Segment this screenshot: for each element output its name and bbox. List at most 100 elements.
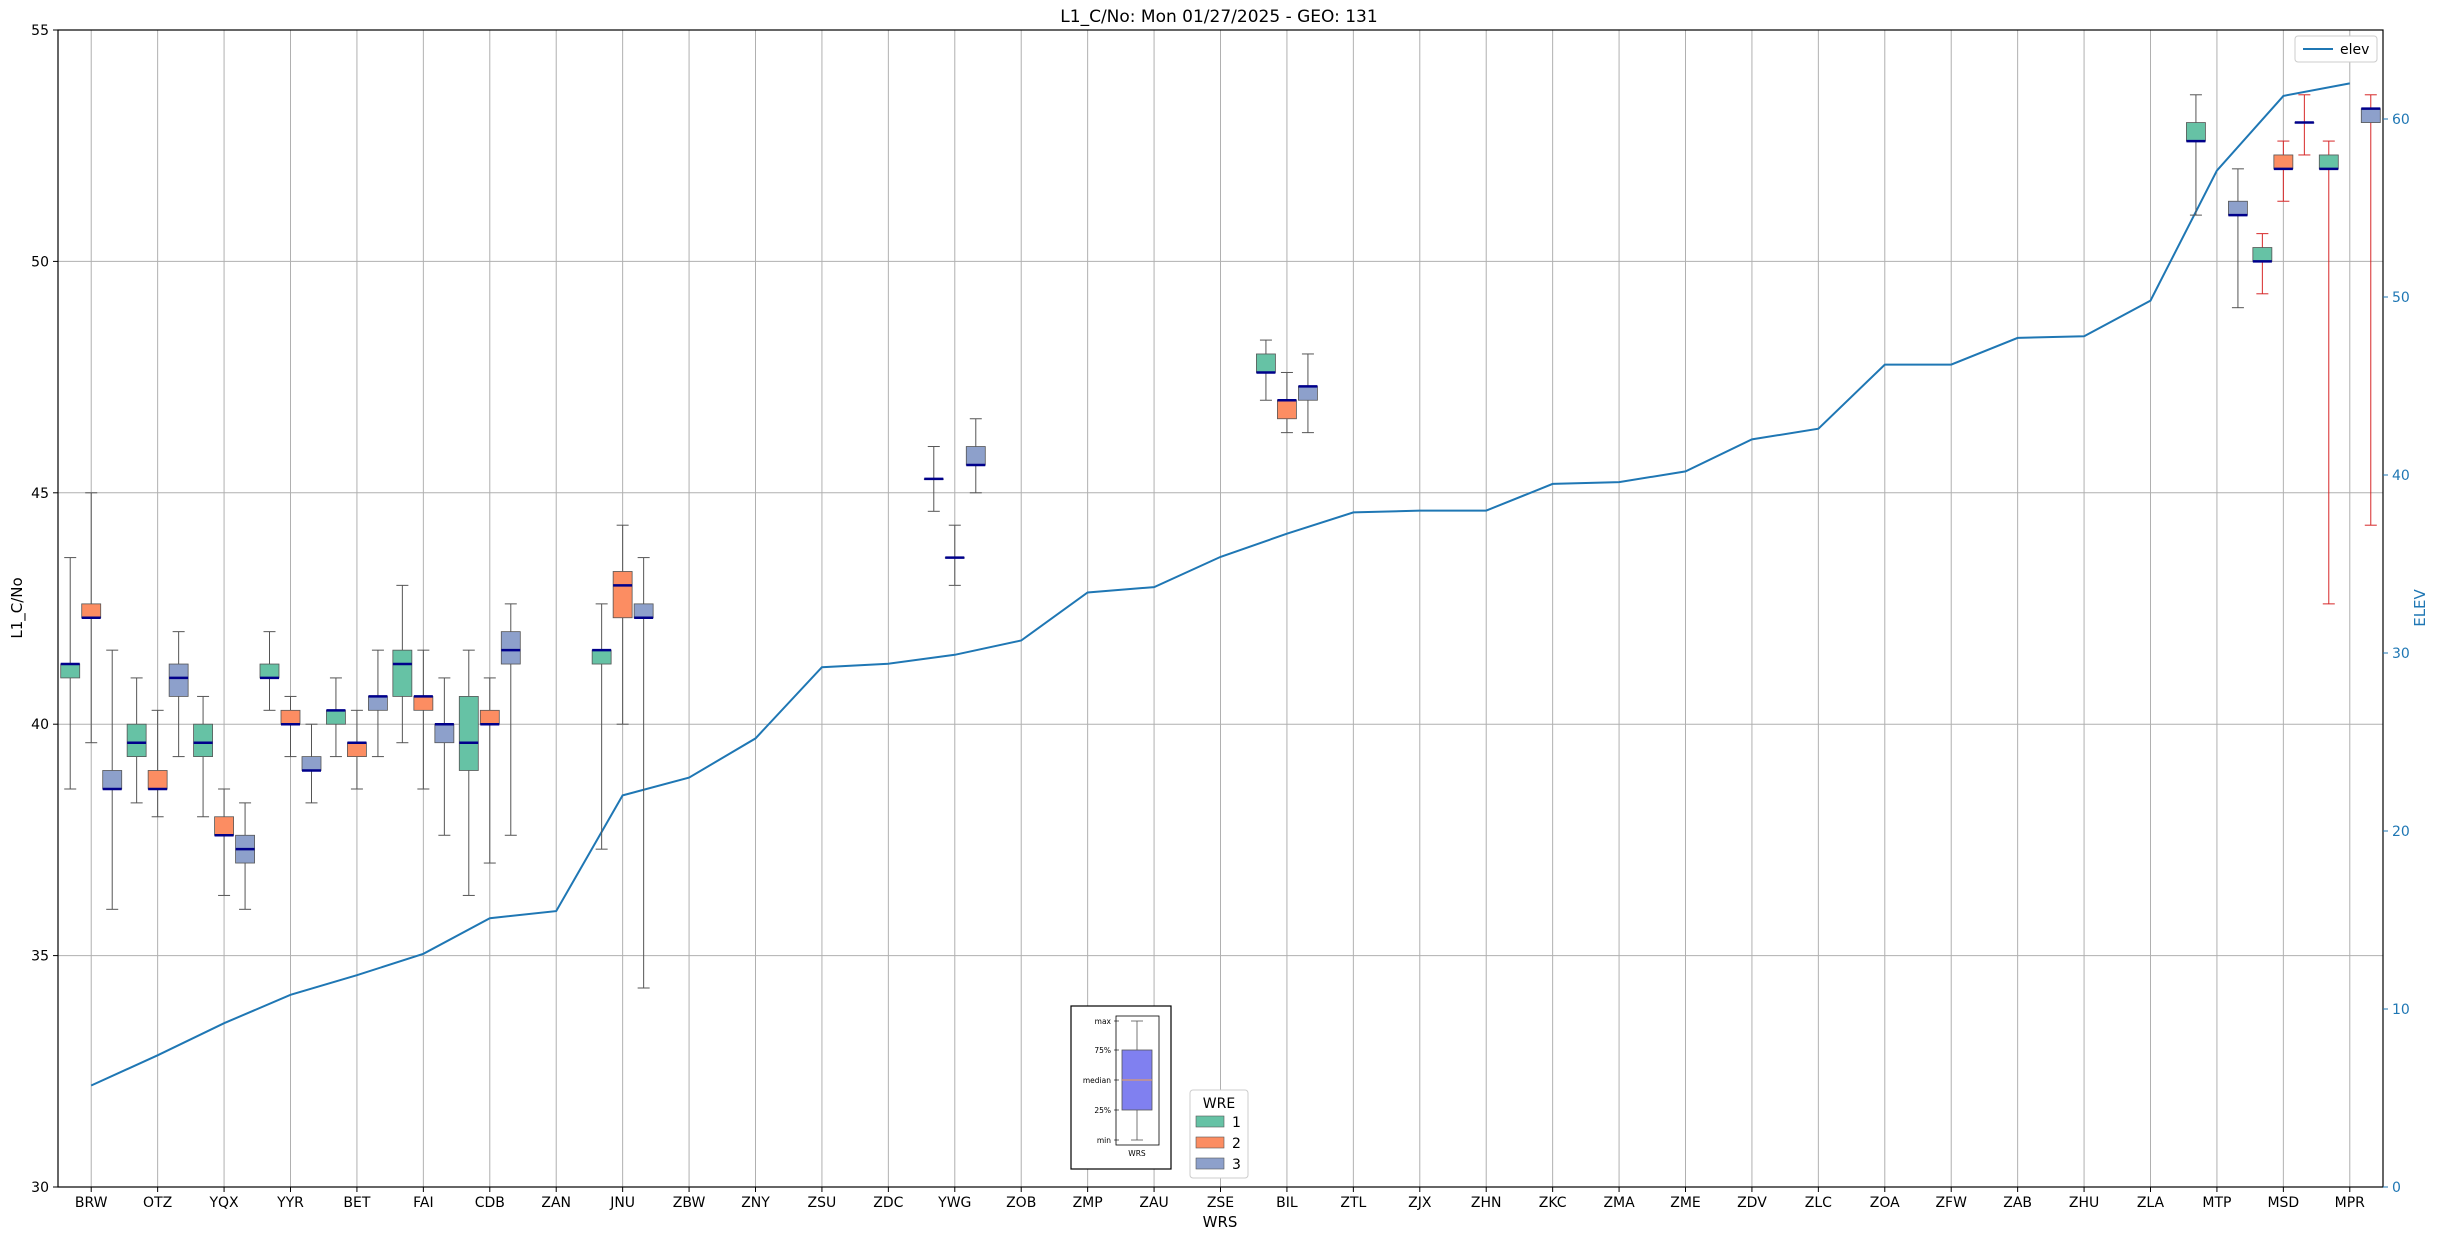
box-iqr [347,742,367,757]
y2-tick-label-30: 30 [2392,646,2410,662]
x-tick-label-ywg: YWG [937,1195,971,1211]
y-tick-label-55: 55 [31,23,49,39]
box-iqr [612,571,633,619]
boxplot-layer [60,94,2381,989]
box-fai-wre3 [434,677,455,836]
elev-legend-label: elev [2340,42,2369,58]
x-tick-label-zdv: ZDV [1737,1195,1767,1211]
box-mpr-wre3 [2360,94,2381,526]
box-jnu-wre2 [612,524,633,725]
box-otz-wre3 [168,631,189,758]
x-tick-label-zjx: ZJX [1408,1195,1432,1211]
x-axis: BRW OTZ YQX YYR BET FAI CDB ZAN JNU ZBW ZNY ZSU ZDC Y… [75,1187,2365,1211]
box-explanation-legend: max 75% median 25% min WRS [1070,1005,1172,1170]
box-iqr [1277,399,1297,420]
y2-tick-label-60: 60 [2392,112,2410,128]
y-tick-label-45: 45 [31,486,49,502]
box-iqr [633,603,654,619]
x-tick-label-ztl: ZTL [1340,1195,1366,1211]
wre-legend-swatch-2 [1195,1136,1225,1149]
box-iqr [2273,154,2294,170]
y2-tick-label-20: 20 [2392,824,2410,840]
x-tick-label-bil: BIL [1276,1195,1298,1211]
chart-title: L1_C/No: Mon 01/27/2025 - GEO: 131 [1060,7,1377,27]
y-tick-label-30: 30 [31,1180,49,1196]
wre-legend-label-3: 3 [1232,1157,1241,1173]
box-yyr-wre2 [280,695,301,758]
x-tick-label-zmp: ZMP [1073,1195,1103,1211]
elevation-line-layer [90,82,2350,1087]
x-tick-label-zoa: ZOA [1870,1195,1900,1211]
x-tick-label-brw: BRW [75,1195,108,1211]
box-iqr [2252,247,2273,262]
x-tick-label-zbw: ZBW [673,1195,706,1211]
x-tick-label-zob: ZOB [1006,1195,1036,1211]
box-iqr [458,696,479,771]
x-tick-label-zse: ZSE [1207,1195,1234,1211]
x-tick-label-zla: ZLA [2137,1195,2165,1211]
box-fai-wre2 [413,649,434,790]
box-iqr [392,649,413,697]
box-brw-wre3 [102,649,123,910]
box-iqr [301,756,322,771]
x-tick-label-mpr: MPR [2335,1195,2366,1211]
box-cdb-wre3 [500,603,521,836]
x-tick-label-yqx: YQX [208,1195,239,1211]
wre-legend-swatch-1 [1195,1115,1225,1128]
wre-legend-label-1: 1 [1232,1115,1241,1131]
mini-label-median: median [1083,1076,1111,1085]
y2-axis-label: ELEV [2411,588,2429,626]
x-tick-label-zsu: ZSU [808,1195,837,1211]
x-tick-label-zlc: ZLC [1805,1195,1832,1211]
box-brw-wre1 [60,557,81,790]
box-msd-wre1 [2252,233,2273,295]
box-iqr [280,709,301,725]
mini-label-25: 25% [1094,1106,1111,1115]
box-mtp-wre1 [2186,94,2206,216]
box-bet-wre2 [347,709,367,790]
x-tick-label-zhn: ZHN [1471,1195,1502,1211]
box-ywg-wre3 [965,418,986,494]
box-yqx-wre2 [214,788,234,896]
x-tick-label-zny: ZNY [741,1195,770,1211]
box-otz-wre2 [147,709,168,818]
elevation-line [90,82,2350,1087]
wre-legend-label-2: 2 [1232,1136,1241,1152]
box-iqr [413,696,434,711]
x-axis-label: WRS [1203,1213,1238,1231]
x-tick-label-zkc: ZKC [1539,1195,1567,1211]
box-iqr [126,723,147,757]
x-tick-label-fai: FAI [413,1195,433,1211]
mini-label-max: max [1095,1017,1112,1026]
x-tick-label-otz: OTZ [143,1195,172,1211]
box-iqr [965,446,986,466]
box-iqr [81,603,102,619]
y-axis-left: 30 35 40 45 50 55 [31,23,58,1196]
box-iqr [168,663,189,697]
box-yqx-wre1 [193,695,213,818]
box-bil-wre1 [1256,339,1276,401]
box-cdb-wre1 [458,649,479,896]
box-ywg-wre2 [944,524,965,586]
y-tick-label-40: 40 [31,717,49,733]
x-tick-label-bet: BET [343,1195,370,1211]
mini-xlabel: WRS [1128,1149,1146,1158]
box-otz-wre1 [126,677,147,804]
x-tick-label-mtp: MTP [2202,1195,2231,1211]
x-tick-label-yyr: YYR [276,1195,304,1211]
box-jnu-wre1 [591,603,612,850]
box-mpr-wre1 [2318,140,2339,605]
box-iqr [259,663,280,679]
wre-legend: WRE 1 2 3 [1189,1089,1249,1179]
box-bet-wre3 [368,649,388,758]
x-tick-label-zan: ZAN [541,1195,571,1211]
box-iqr [214,816,234,836]
box-fai-wre1 [392,584,413,744]
box-iqr [1298,385,1318,401]
box-iqr [60,663,81,679]
box-iqr [193,723,213,757]
box-iqr [2186,122,2206,142]
box-yqx-wre3 [235,802,255,910]
box-brw-wre2 [81,492,102,744]
box-ywg-wre1 [923,446,944,512]
